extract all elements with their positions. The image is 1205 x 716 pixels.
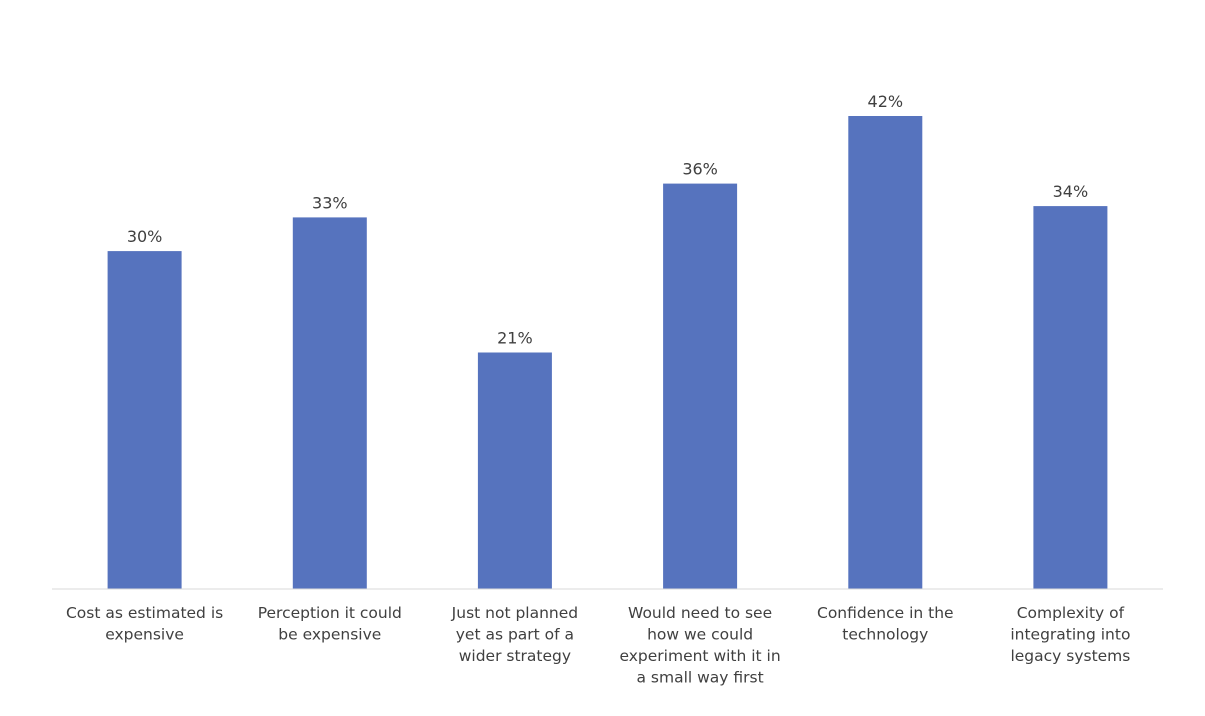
- category-label-line: Cost as estimated is: [66, 604, 223, 622]
- category-label-line: yet as part of a: [456, 626, 574, 644]
- value-label-1: 30%: [127, 227, 163, 246]
- value-label-2: 33%: [312, 193, 348, 212]
- category-label-line: Would need to see: [628, 604, 772, 622]
- category-label-1: Cost as estimated is expensive: [66, 604, 223, 644]
- category-label-3: Just not planned yet as part of a wider st…: [451, 604, 578, 665]
- value-label-6: 34%: [1053, 182, 1089, 201]
- value-label-5: 42%: [868, 92, 904, 111]
- bar-2: [292, 217, 367, 589]
- category-label-line: Perception it could: [258, 604, 402, 622]
- category-label-line: Confidence in the: [817, 604, 954, 622]
- bar-1: [107, 251, 182, 589]
- category-label-5: Confidence in the technology: [817, 604, 954, 644]
- category-label-line: expensive: [105, 626, 184, 644]
- value-label-4: 36%: [682, 160, 718, 179]
- category-label-line: how we could: [647, 626, 753, 644]
- bar-6: [1033, 206, 1108, 589]
- category-label-line: integrating into: [1010, 626, 1130, 644]
- category-label-6: Complexity of integrating into legacy syst…: [1010, 604, 1130, 665]
- bar-4: [663, 183, 738, 589]
- category-label-line: a small way first: [636, 669, 763, 687]
- category-label-4: Would need to see how we could experiment …: [619, 604, 780, 687]
- category-label-line: wider strategy: [459, 647, 571, 665]
- category-label-line: Complexity of: [1017, 604, 1125, 622]
- value-label-3: 21%: [497, 329, 533, 348]
- category-label-line: technology: [842, 626, 928, 644]
- category-label-line: experiment with it in: [619, 647, 780, 665]
- category-labels: Cost as estimated is expensive Perception …: [66, 604, 1130, 687]
- category-label-line: be expensive: [278, 626, 381, 644]
- category-label-line: Just not planned: [451, 604, 578, 622]
- category-label-2: Perception it could be expensive: [258, 604, 402, 644]
- bar-3: [477, 352, 552, 589]
- bars: [107, 116, 1108, 589]
- value-labels: 30% 33% 21% 36% 42% 34%: [127, 92, 1088, 348]
- category-label-line: legacy systems: [1010, 647, 1130, 665]
- bar-5: [848, 116, 923, 589]
